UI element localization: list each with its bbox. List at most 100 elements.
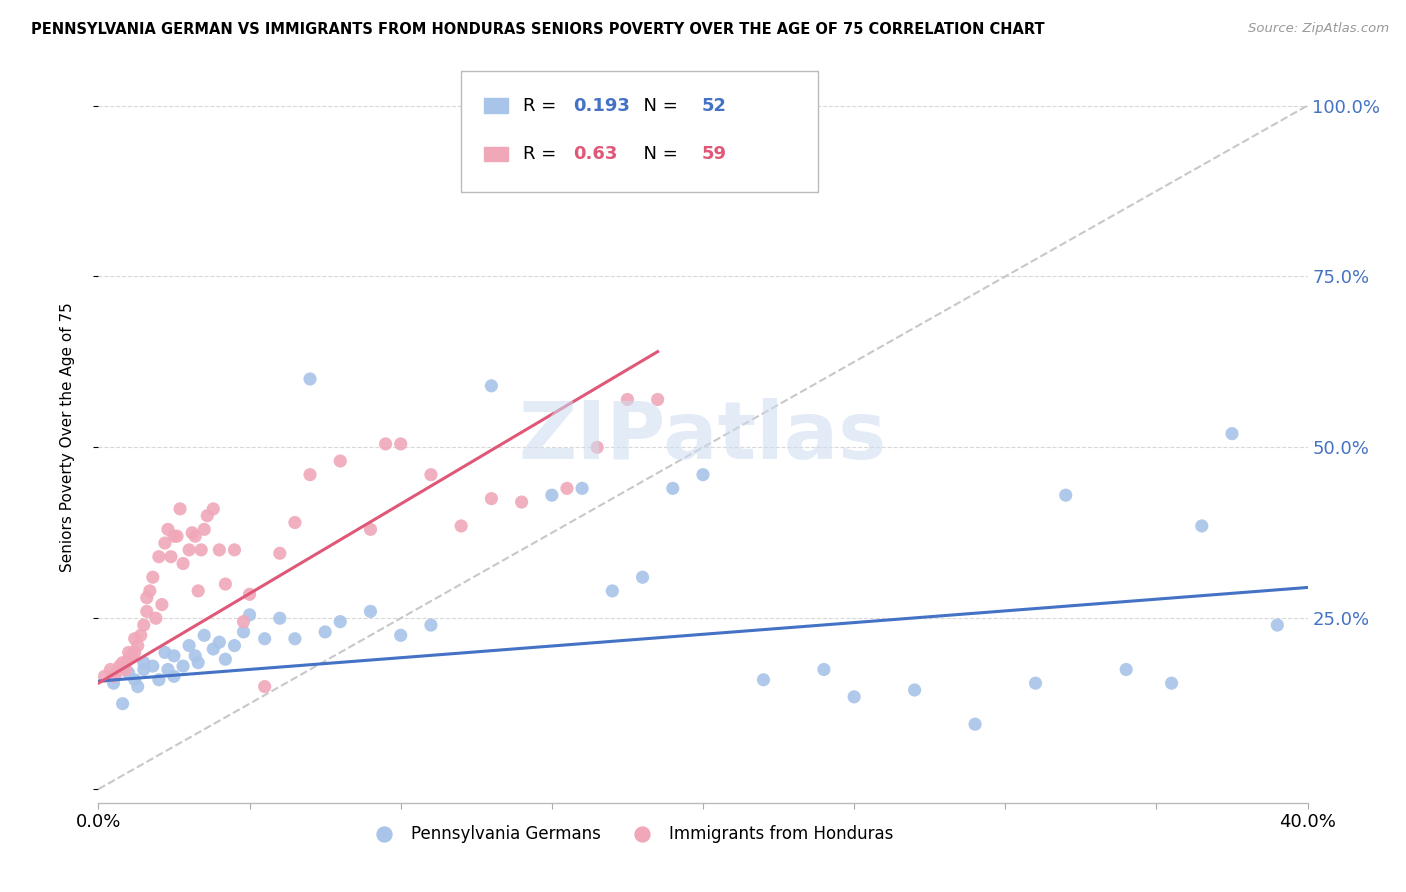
Point <box>121 648 143 663</box>
Point <box>232 615 254 629</box>
Point <box>187 656 209 670</box>
Point <box>450 519 472 533</box>
Point <box>813 663 835 677</box>
Point <box>329 615 352 629</box>
Point <box>299 467 322 482</box>
Point <box>329 454 352 468</box>
Point <box>904 683 927 698</box>
Point <box>269 611 291 625</box>
Point <box>142 570 165 584</box>
Point <box>118 645 141 659</box>
Point <box>420 618 443 632</box>
Point <box>148 549 170 564</box>
Text: N =: N = <box>631 145 683 163</box>
Point <box>193 522 215 536</box>
Point <box>208 542 231 557</box>
Point <box>172 659 194 673</box>
Text: 59: 59 <box>702 145 727 163</box>
Point <box>105 665 128 680</box>
Text: N =: N = <box>631 96 683 115</box>
Point <box>269 546 291 560</box>
Point <box>118 652 141 666</box>
Point <box>124 673 146 687</box>
Point <box>124 645 146 659</box>
Point <box>142 659 165 673</box>
Point <box>127 639 149 653</box>
Point <box>752 673 775 687</box>
Point <box>314 624 336 639</box>
Point <box>481 379 503 393</box>
Point <box>135 591 157 605</box>
Point <box>571 481 593 495</box>
Point <box>1160 676 1182 690</box>
Point <box>965 717 987 731</box>
Point <box>481 491 503 506</box>
Point <box>214 652 236 666</box>
Point <box>111 697 134 711</box>
Point <box>187 583 209 598</box>
Point <box>179 542 201 557</box>
Point <box>631 570 654 584</box>
Point <box>284 632 307 646</box>
Point <box>179 639 201 653</box>
Point <box>232 624 254 639</box>
Text: PENNSYLVANIA GERMAN VS IMMIGRANTS FROM HONDURAS SENIORS POVERTY OVER THE AGE OF : PENNSYLVANIA GERMAN VS IMMIGRANTS FROM H… <box>31 22 1045 37</box>
Point <box>184 648 207 663</box>
Point <box>661 481 683 495</box>
Point <box>114 663 136 677</box>
Text: R =: R = <box>523 145 562 163</box>
Point <box>172 557 194 571</box>
Legend: Pennsylvania Germans, Immigrants from Honduras: Pennsylvania Germans, Immigrants from Ho… <box>361 818 900 849</box>
Point <box>202 501 225 516</box>
Point <box>153 536 176 550</box>
Point <box>153 645 176 659</box>
Point <box>108 659 131 673</box>
Point <box>208 635 231 649</box>
Point <box>1267 618 1289 632</box>
Point <box>602 583 624 598</box>
Y-axis label: Seniors Poverty Over the Age of 75: Seniors Poverty Over the Age of 75 <box>60 302 75 572</box>
FancyBboxPatch shape <box>461 71 818 192</box>
Point <box>129 628 152 642</box>
Point <box>284 516 307 530</box>
Point <box>1024 676 1046 690</box>
Point <box>160 549 183 564</box>
FancyBboxPatch shape <box>484 146 509 161</box>
Point <box>510 495 533 509</box>
Point <box>163 669 186 683</box>
Point <box>100 663 122 677</box>
Point <box>156 663 179 677</box>
Point <box>132 618 155 632</box>
Text: 0.193: 0.193 <box>574 96 630 115</box>
Point <box>420 467 443 482</box>
Point <box>156 522 179 536</box>
Point <box>118 665 141 680</box>
Point <box>195 508 218 523</box>
Point <box>239 587 262 601</box>
Point <box>148 673 170 687</box>
Point <box>163 648 186 663</box>
Point <box>202 642 225 657</box>
Point <box>111 656 134 670</box>
Point <box>253 632 276 646</box>
Point <box>193 628 215 642</box>
Point <box>190 542 212 557</box>
Point <box>360 522 382 536</box>
Point <box>389 437 412 451</box>
Point <box>132 663 155 677</box>
Point <box>127 680 149 694</box>
Point <box>586 440 609 454</box>
Point <box>616 392 638 407</box>
Point <box>374 437 396 451</box>
Point <box>150 598 173 612</box>
Point <box>132 656 155 670</box>
Point <box>692 467 714 482</box>
Point <box>224 639 246 653</box>
Point <box>145 611 167 625</box>
Point <box>239 607 262 622</box>
Point <box>103 669 125 683</box>
Point <box>253 680 276 694</box>
Point <box>166 529 188 543</box>
Point <box>93 669 115 683</box>
Point <box>1054 488 1077 502</box>
